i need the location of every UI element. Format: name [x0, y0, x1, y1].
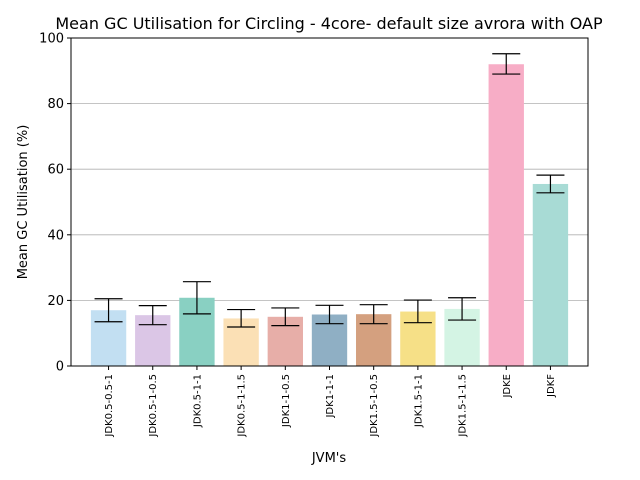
x-tick-label: JDK0.5-1-1.5 — [237, 374, 248, 438]
x-tick-label: JDK0.5-1-1 — [192, 374, 203, 428]
y-tick-label: 40 — [47, 228, 64, 243]
y-tick-label: 60 — [47, 163, 64, 178]
y-tick-label: 0 — [56, 360, 64, 375]
chart-title: Mean GC Utilisation for Circling - 4core… — [55, 14, 603, 33]
x-tick-label: JDK1-1-1 — [325, 374, 336, 419]
x-tick-label: JDKF — [546, 374, 557, 398]
y-tick-label: 20 — [47, 294, 64, 309]
x-tick-label: JDK1.5-1-1.5 — [458, 374, 469, 438]
y-axis-label: Mean GC Utilisation (%) — [16, 125, 31, 280]
x-tick-label: JDK1.5-1-0.5 — [369, 374, 380, 438]
x-tick-label: JDK0.5-0.5-1 — [104, 374, 115, 438]
bars — [90, 64, 569, 367]
bar — [532, 183, 569, 366]
y-axis-ticks: 0 20 40 60 80 100 — [39, 32, 71, 375]
bar — [488, 64, 524, 367]
x-tick-label: JDKE — [502, 374, 513, 399]
x-axis-label: JVM's — [311, 451, 347, 466]
x-tick-label: JDK1-1-0.5 — [281, 374, 292, 428]
y-tick-label: 100 — [39, 32, 64, 47]
error-bars — [94, 53, 565, 328]
x-axis-ticks: JDK0.5-0.5-1 JDK0.5-1-0.5 JDK0.5-1-1 JDK0.5… — [104, 366, 557, 438]
x-tick-label: JDK1.5-1-1 — [413, 374, 424, 428]
y-tick-label: 80 — [47, 97, 64, 112]
x-tick-label: JDK0.5-1-0.5 — [148, 374, 159, 438]
